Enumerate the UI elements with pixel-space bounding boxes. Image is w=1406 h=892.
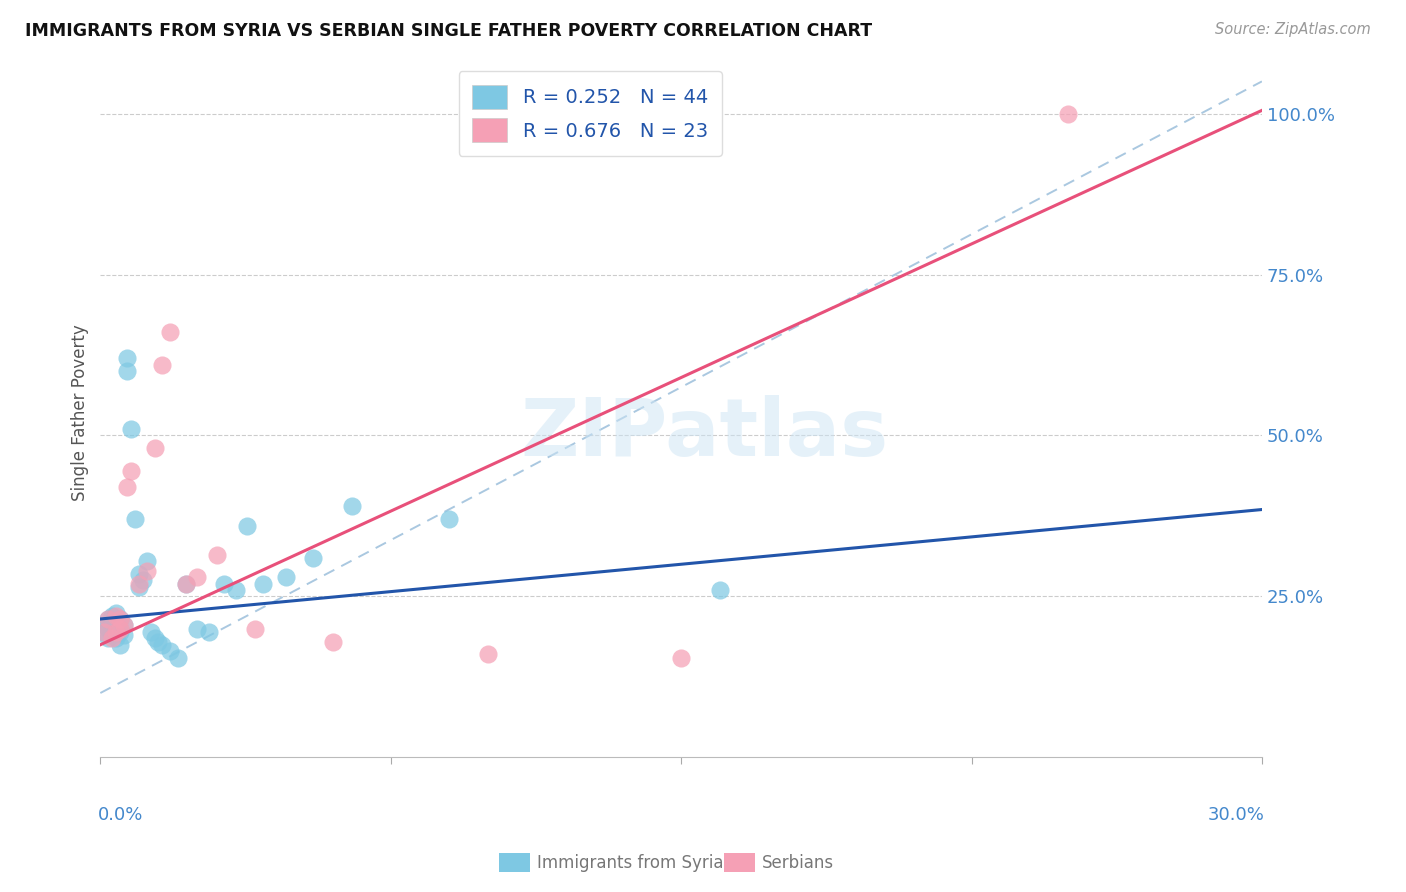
Point <box>174 576 197 591</box>
Point <box>245 622 267 636</box>
Point <box>97 612 120 626</box>
Point <box>117 364 139 378</box>
Point <box>108 638 131 652</box>
Point <box>186 570 208 584</box>
Point <box>340 500 363 514</box>
Point <box>139 624 162 639</box>
Point <box>252 576 274 591</box>
Point <box>112 618 135 632</box>
Text: 30.0%: 30.0% <box>1208 805 1264 823</box>
Point <box>104 624 127 639</box>
Point <box>108 612 131 626</box>
Point <box>97 632 120 646</box>
Point <box>186 622 208 636</box>
Point <box>225 582 247 597</box>
Point <box>128 580 150 594</box>
Text: IMMIGRANTS FROM SYRIA VS SERBIAN SINGLE FATHER POVERTY CORRELATION CHART: IMMIGRANTS FROM SYRIA VS SERBIAN SINGLE … <box>25 22 873 40</box>
Point <box>108 622 131 636</box>
Point <box>709 582 731 597</box>
Point <box>322 634 344 648</box>
Point <box>1057 106 1080 120</box>
Point <box>108 624 131 639</box>
Point <box>97 612 120 626</box>
Point <box>101 622 124 636</box>
Point <box>143 442 166 456</box>
Point <box>117 351 139 366</box>
Point <box>104 606 127 620</box>
Text: Immigrants from Syria: Immigrants from Syria <box>537 854 724 871</box>
Point <box>104 624 127 639</box>
Point <box>101 632 124 646</box>
Point <box>159 326 181 340</box>
Point <box>112 618 135 632</box>
Point <box>205 548 228 562</box>
Point <box>148 634 170 648</box>
Point <box>212 576 235 591</box>
Text: 0.0%: 0.0% <box>98 805 143 823</box>
Point <box>150 358 173 372</box>
Point <box>93 624 115 639</box>
Legend: R = 0.252   N = 44, R = 0.676   N = 23: R = 0.252 N = 44, R = 0.676 N = 23 <box>458 71 721 156</box>
Text: ZIPatlas: ZIPatlas <box>520 394 889 473</box>
Point <box>159 644 181 658</box>
Point <box>276 570 298 584</box>
Point <box>124 512 146 526</box>
Point <box>97 622 120 636</box>
Point <box>150 638 173 652</box>
Point <box>197 624 219 639</box>
Text: Source: ZipAtlas.com: Source: ZipAtlas.com <box>1215 22 1371 37</box>
Point <box>120 422 142 436</box>
Point <box>93 624 115 639</box>
Point <box>302 550 325 565</box>
Point <box>477 648 499 662</box>
Point <box>174 576 197 591</box>
Point <box>128 576 150 591</box>
Y-axis label: Single Father Poverty: Single Father Poverty <box>72 325 89 501</box>
Point <box>166 650 188 665</box>
Point <box>101 628 124 642</box>
Point <box>101 608 124 623</box>
Point <box>104 632 127 646</box>
Point <box>135 554 157 568</box>
Point <box>108 612 131 626</box>
Text: Serbians: Serbians <box>762 854 834 871</box>
Point <box>669 650 692 665</box>
Point <box>120 464 142 478</box>
Point <box>132 574 155 588</box>
Point <box>93 618 115 632</box>
Point <box>112 628 135 642</box>
Point <box>101 615 124 630</box>
Point <box>128 566 150 581</box>
Point <box>135 564 157 578</box>
Point <box>117 480 139 494</box>
Point <box>104 608 127 623</box>
Point <box>236 518 259 533</box>
Point <box>437 512 460 526</box>
Point <box>143 632 166 646</box>
Point <box>108 622 131 636</box>
